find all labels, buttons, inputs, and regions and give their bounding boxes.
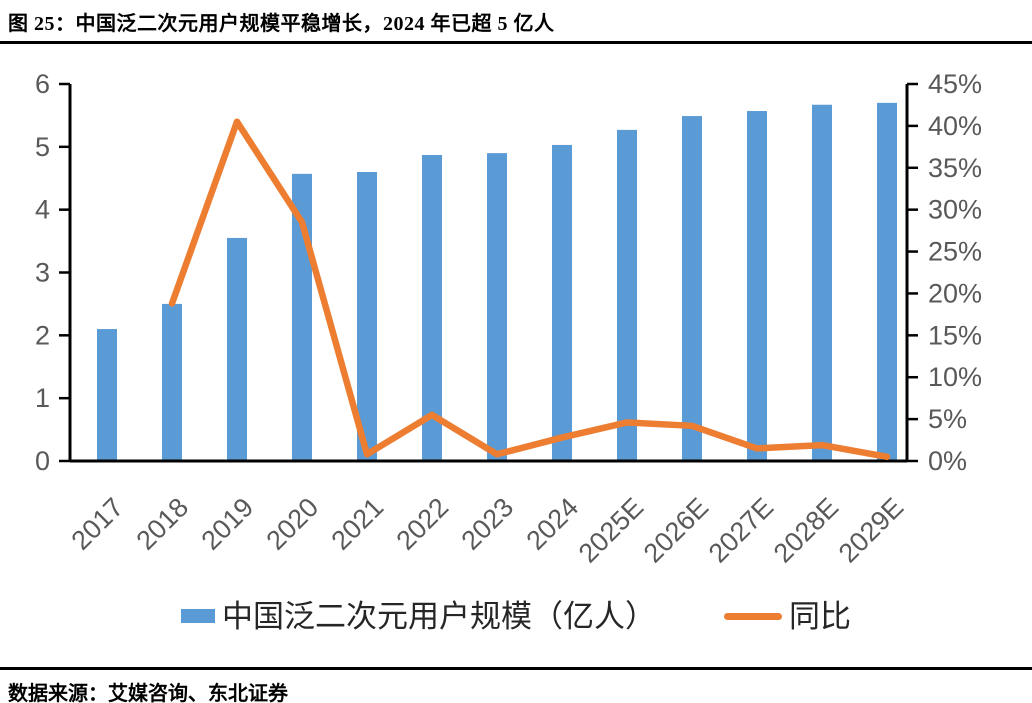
right-axis-label-45%: 45%: [928, 69, 982, 99]
x-label-2029E: 2029E: [833, 492, 909, 568]
figure-title: 图 25：中国泛二次元用户规模平稳增长，2024 年已超 5 亿人: [8, 13, 555, 35]
line-series-swatch: [724, 612, 782, 620]
legend-item-user-scale: 中国泛二次元用户规模（亿人）: [181, 601, 656, 632]
left-axis-label-2: 2: [35, 320, 50, 350]
left-axis-label-0: 0: [35, 446, 50, 476]
x-label-2026E: 2026E: [638, 492, 714, 568]
bar-2028E: [812, 104, 832, 462]
left-axis-label-4: 4: [35, 195, 50, 225]
legend-item-yoy: 同比: [724, 601, 851, 632]
right-axis-label-10%: 10%: [928, 362, 982, 392]
legend-label-yoy: 同比: [789, 598, 851, 634]
data-source: 数据来源：艾媒咨询、东北证券: [8, 683, 288, 703]
right-axis-label-20%: 20%: [928, 278, 982, 308]
x-label-2017: 2017: [66, 492, 130, 556]
bar-2023: [487, 153, 507, 461]
right-axis-label-40%: 40%: [928, 111, 982, 141]
x-label-2027E: 2027E: [703, 492, 779, 568]
legend-label-user-scale: 中国泛二次元用户规模（亿人）: [222, 598, 656, 634]
bar-2021: [357, 171, 377, 461]
yoy-line: [168, 118, 891, 461]
left-axis-label-6: 6: [35, 69, 50, 99]
right-axis-label-30%: 30%: [928, 195, 982, 225]
left-axis-label-1: 1: [35, 383, 50, 413]
title-divider: [0, 41, 1032, 44]
x-label-2020: 2020: [261, 492, 325, 556]
bar-2026E: [682, 116, 702, 462]
bar-2027E: [747, 111, 767, 461]
right-axis-label-35%: 35%: [928, 153, 982, 183]
left-axis-label-5: 5: [35, 132, 50, 162]
x-label-2021: 2021: [326, 492, 390, 556]
left-axis-label-3: 3: [35, 258, 50, 288]
bar-2017: [97, 329, 117, 461]
bar-2025E: [617, 129, 637, 461]
bar-2024: [552, 144, 572, 461]
bar-2018: [162, 303, 182, 461]
x-label-2022: 2022: [391, 492, 455, 556]
x-label-2019: 2019: [196, 492, 260, 556]
bar-2029E: [877, 102, 897, 461]
bar-2019: [227, 237, 247, 461]
chart-legend: 中国泛二次元用户规模（亿人） 同比: [0, 595, 1032, 637]
x-label-2028E: 2028E: [768, 492, 844, 568]
footer-divider: [0, 667, 1032, 670]
bar-series-swatch: [181, 609, 215, 623]
right-axis-label-15%: 15%: [928, 320, 982, 350]
bar-2022: [422, 155, 442, 462]
right-axis-label-5%: 5%: [928, 404, 967, 434]
x-label-2025E: 2025E: [573, 492, 649, 568]
x-label-2018: 2018: [131, 492, 195, 556]
right-axis-label-25%: 25%: [928, 237, 982, 267]
x-label-2023: 2023: [456, 492, 520, 556]
right-axis-label-0%: 0%: [928, 446, 967, 476]
